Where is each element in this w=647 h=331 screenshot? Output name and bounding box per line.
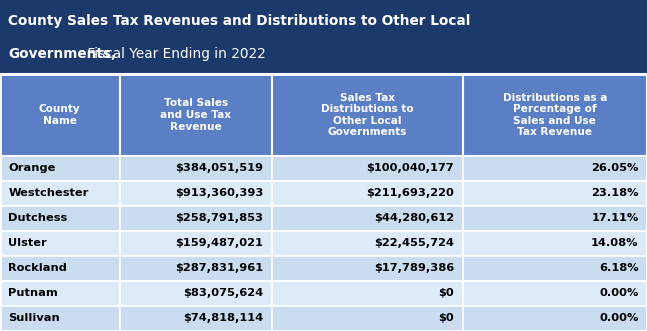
- Bar: [272, 231, 463, 256]
- Text: Orange: Orange: [8, 163, 56, 173]
- Bar: [0, 181, 120, 206]
- Text: Governments,: Governments,: [8, 47, 116, 61]
- Text: County
Name: County Name: [39, 104, 81, 126]
- Bar: [120, 181, 272, 206]
- Text: Sullivan: Sullivan: [8, 313, 60, 323]
- Text: 6.18%: 6.18%: [599, 263, 639, 273]
- Text: $287,831,961: $287,831,961: [175, 263, 263, 273]
- Bar: [0, 306, 120, 331]
- Text: Dutchess: Dutchess: [8, 213, 68, 223]
- Text: 17.11%: 17.11%: [591, 213, 639, 223]
- Text: Fiscal Year Ending in 2022: Fiscal Year Ending in 2022: [83, 47, 266, 61]
- Bar: [0, 256, 120, 281]
- Text: Westchester: Westchester: [8, 188, 89, 198]
- Bar: [272, 156, 463, 181]
- Text: $211,693,220: $211,693,220: [366, 188, 454, 198]
- Text: Rockland: Rockland: [8, 263, 67, 273]
- Text: 14.08%: 14.08%: [591, 238, 639, 248]
- Text: $44,280,612: $44,280,612: [374, 213, 454, 223]
- Text: $913,360,393: $913,360,393: [175, 188, 263, 198]
- Bar: [120, 256, 272, 281]
- Bar: [463, 306, 647, 331]
- Bar: [463, 231, 647, 256]
- Bar: [120, 281, 272, 306]
- Text: $100,040,177: $100,040,177: [367, 163, 454, 173]
- Text: $258,791,853: $258,791,853: [175, 213, 263, 223]
- Text: 23.18%: 23.18%: [591, 188, 639, 198]
- Text: $0: $0: [439, 313, 454, 323]
- Text: Distributions as a
Percentage of
Sales and Use
Tax Revenue: Distributions as a Percentage of Sales a…: [503, 93, 607, 137]
- Text: Putnam: Putnam: [8, 288, 58, 299]
- Bar: [120, 206, 272, 231]
- Text: Sales Tax
Distributions to
Other Local
Governments: Sales Tax Distributions to Other Local G…: [321, 93, 413, 137]
- Text: $0: $0: [439, 288, 454, 299]
- Bar: [120, 74, 272, 156]
- Text: Ulster: Ulster: [8, 238, 47, 248]
- Bar: [463, 74, 647, 156]
- Bar: [272, 74, 463, 156]
- Bar: [463, 256, 647, 281]
- Bar: [272, 306, 463, 331]
- Text: 0.00%: 0.00%: [599, 313, 639, 323]
- Text: $384,051,519: $384,051,519: [175, 163, 263, 173]
- Bar: [0, 231, 120, 256]
- Text: 0.00%: 0.00%: [599, 288, 639, 299]
- Bar: [0, 74, 647, 331]
- Text: 26.05%: 26.05%: [591, 163, 639, 173]
- Text: $17,789,386: $17,789,386: [374, 263, 454, 273]
- Bar: [0, 206, 120, 231]
- Text: County Sales Tax Revenues and Distributions to Other Local: County Sales Tax Revenues and Distributi…: [8, 14, 471, 28]
- Bar: [120, 231, 272, 256]
- Bar: [0, 0, 647, 74]
- Bar: [0, 74, 120, 156]
- Text: $22,455,724: $22,455,724: [375, 238, 454, 248]
- Bar: [463, 181, 647, 206]
- Bar: [463, 281, 647, 306]
- Bar: [120, 306, 272, 331]
- Bar: [272, 181, 463, 206]
- Bar: [0, 156, 120, 181]
- Bar: [463, 206, 647, 231]
- Bar: [272, 256, 463, 281]
- Bar: [272, 281, 463, 306]
- Text: $74,818,114: $74,818,114: [183, 313, 263, 323]
- Bar: [120, 156, 272, 181]
- Bar: [463, 156, 647, 181]
- Bar: [0, 281, 120, 306]
- Text: Total Sales
and Use Tax
Revenue: Total Sales and Use Tax Revenue: [160, 98, 231, 132]
- Text: $83,075,624: $83,075,624: [183, 288, 263, 299]
- Bar: [272, 206, 463, 231]
- Text: $159,487,021: $159,487,021: [175, 238, 263, 248]
